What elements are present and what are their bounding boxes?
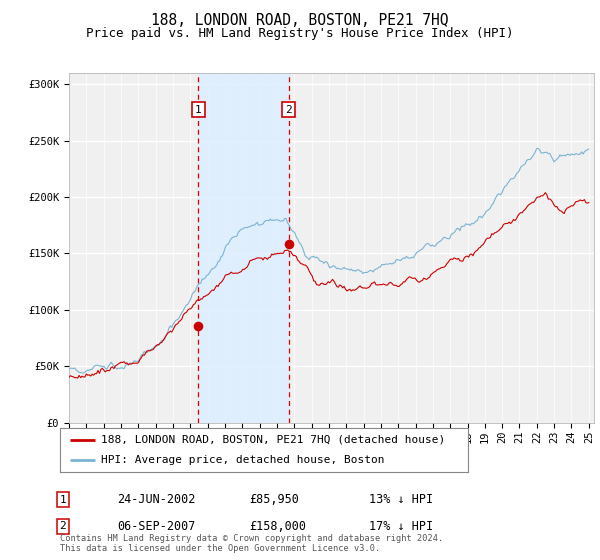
- Text: 17% ↓ HPI: 17% ↓ HPI: [369, 520, 433, 533]
- Text: HPI: Average price, detached house, Boston: HPI: Average price, detached house, Bost…: [101, 455, 385, 465]
- Point: [194, 321, 203, 330]
- Text: 06-SEP-2007: 06-SEP-2007: [117, 520, 196, 533]
- Text: 2: 2: [59, 521, 67, 531]
- Text: 188, LONDON ROAD, BOSTON, PE21 7HQ: 188, LONDON ROAD, BOSTON, PE21 7HQ: [151, 13, 449, 28]
- Text: 13% ↓ HPI: 13% ↓ HPI: [369, 493, 433, 506]
- Text: Contains HM Land Registry data © Crown copyright and database right 2024.
This d: Contains HM Land Registry data © Crown c…: [60, 534, 443, 553]
- Text: 1: 1: [195, 105, 202, 115]
- Bar: [199, 73, 289, 423]
- Text: 1: 1: [59, 494, 67, 505]
- Text: 188, LONDON ROAD, BOSTON, PE21 7HQ (detached house): 188, LONDON ROAD, BOSTON, PE21 7HQ (deta…: [101, 435, 445, 445]
- Text: 24-JUN-2002: 24-JUN-2002: [117, 493, 196, 506]
- Text: 2: 2: [285, 105, 292, 115]
- Text: Price paid vs. HM Land Registry's House Price Index (HPI): Price paid vs. HM Land Registry's House …: [86, 26, 514, 40]
- Point: [284, 240, 293, 249]
- Text: £158,000: £158,000: [249, 520, 306, 533]
- Text: £85,950: £85,950: [249, 493, 299, 506]
